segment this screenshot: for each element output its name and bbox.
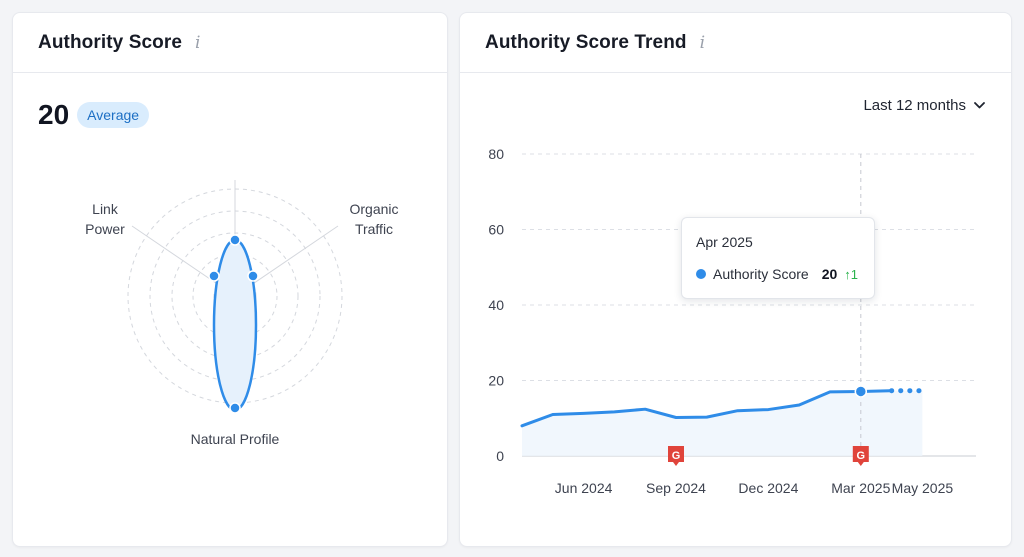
info-icon[interactable]: i — [195, 32, 201, 53]
marker-flag — [668, 446, 684, 466]
card-title: Authority Score Trend — [485, 31, 687, 53]
y-tick-label: 20 — [488, 373, 504, 389]
x-tick-label: May 2025 — [892, 480, 954, 496]
radar-point — [247, 270, 259, 282]
tooltip-delta: ↑1 — [844, 266, 859, 282]
tooltip-series-name: Authority Score — [713, 266, 809, 282]
radar-point — [229, 234, 241, 246]
card-title: Authority Score — [38, 31, 183, 53]
radar-label-line: Organic — [349, 201, 399, 217]
x-tick-label: Jun 2024 — [555, 480, 613, 496]
radar-label-line: Traffic — [354, 221, 394, 237]
tooltip-row: Authority Score 20 ↑1 — [696, 266, 858, 282]
series-line — [520, 389, 894, 428]
authority-score-card: Authority Score i 20 Average Link Power … — [12, 12, 448, 547]
score-row: 20 Average — [38, 99, 150, 131]
radar-point — [229, 402, 241, 414]
series-color-dot — [696, 269, 706, 279]
radar-label-natural-profile: Natural Profile — [190, 431, 280, 447]
card-header: Authority Score Trend i — [460, 13, 1011, 73]
y-tick-label: 0 — [496, 448, 504, 464]
radar-label-line: Power — [85, 221, 125, 237]
google-update-marker[interactable]: G — [668, 446, 684, 466]
y-tick-label: 40 — [488, 297, 504, 313]
radar-label-link-power: Link Power — [71, 199, 139, 239]
period-dropdown-label: Last 12 months — [863, 97, 966, 114]
period-dropdown[interactable]: Last 12 months — [863, 97, 985, 114]
radar-label-line: Link — [92, 201, 118, 217]
marker-label: G — [857, 450, 866, 462]
x-tick-label: Sep 2024 — [646, 480, 706, 496]
chart-tooltip: Apr 2025 Authority Score 20 ↑1 — [681, 217, 875, 299]
tooltip-date: Apr 2025 — [696, 234, 753, 250]
card-header: Authority Score i — [13, 13, 447, 73]
highlight-point — [854, 385, 868, 398]
authority-score-value: 20 — [38, 99, 70, 130]
score-level-badge: Average — [77, 102, 150, 128]
y-tick-label: 60 — [488, 222, 504, 238]
info-icon[interactable]: i — [699, 32, 706, 53]
radar-ring — [149, 210, 321, 382]
radar-chart — [127, 180, 343, 414]
chevron-down-icon — [974, 102, 985, 109]
radar-area — [212, 238, 258, 412]
tooltip-value: 20 — [821, 266, 838, 282]
x-tick-label: Dec 2024 — [738, 480, 798, 496]
x-tick-label: Mar 2025 — [831, 480, 890, 496]
marker-flag — [852, 446, 869, 466]
radar-ring — [127, 188, 343, 404]
series-area — [522, 390, 923, 456]
radar-label-organic-traffic: Organic Traffic — [337, 199, 411, 239]
authority-score-trend-card: Authority Score Trend i Last 12 months 0… — [459, 12, 1012, 547]
marker-label: G — [672, 450, 681, 462]
radar-point — [208, 270, 220, 282]
google-update-marker[interactable]: G — [852, 446, 869, 466]
y-tick-label: 80 — [488, 146, 504, 162]
